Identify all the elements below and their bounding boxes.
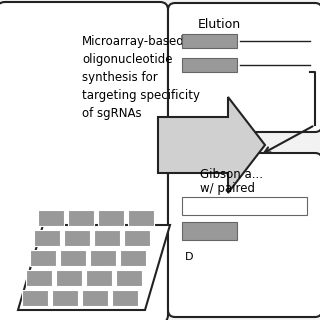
Polygon shape (90, 250, 116, 266)
Polygon shape (116, 270, 142, 286)
Polygon shape (112, 290, 138, 306)
Polygon shape (68, 210, 94, 226)
Polygon shape (86, 270, 112, 286)
Text: Elution: Elution (198, 18, 241, 31)
Polygon shape (26, 270, 52, 286)
Polygon shape (64, 230, 90, 246)
FancyBboxPatch shape (182, 58, 237, 72)
FancyBboxPatch shape (182, 222, 237, 240)
Text: Microarray-based
oligonucleotide
synthesis for
targeting specificity
of sgRNAs: Microarray-based oligonucleotide synthes… (82, 35, 200, 120)
Polygon shape (38, 210, 64, 226)
Polygon shape (22, 290, 48, 306)
FancyBboxPatch shape (182, 197, 307, 215)
Polygon shape (56, 270, 82, 286)
Polygon shape (34, 230, 60, 246)
Polygon shape (94, 230, 120, 246)
Polygon shape (98, 210, 124, 226)
FancyBboxPatch shape (168, 153, 320, 317)
Text: D: D (185, 252, 194, 262)
Polygon shape (30, 250, 56, 266)
Polygon shape (60, 250, 86, 266)
Polygon shape (128, 210, 154, 226)
FancyBboxPatch shape (168, 3, 320, 132)
Polygon shape (82, 290, 108, 306)
Polygon shape (18, 225, 170, 310)
Text: w/ paired: w/ paired (200, 182, 255, 195)
FancyBboxPatch shape (0, 2, 168, 320)
FancyBboxPatch shape (182, 34, 237, 48)
Polygon shape (124, 230, 150, 246)
Polygon shape (52, 290, 78, 306)
Text: Gibson a...: Gibson a... (200, 168, 263, 181)
Polygon shape (158, 97, 265, 193)
Polygon shape (120, 250, 146, 266)
